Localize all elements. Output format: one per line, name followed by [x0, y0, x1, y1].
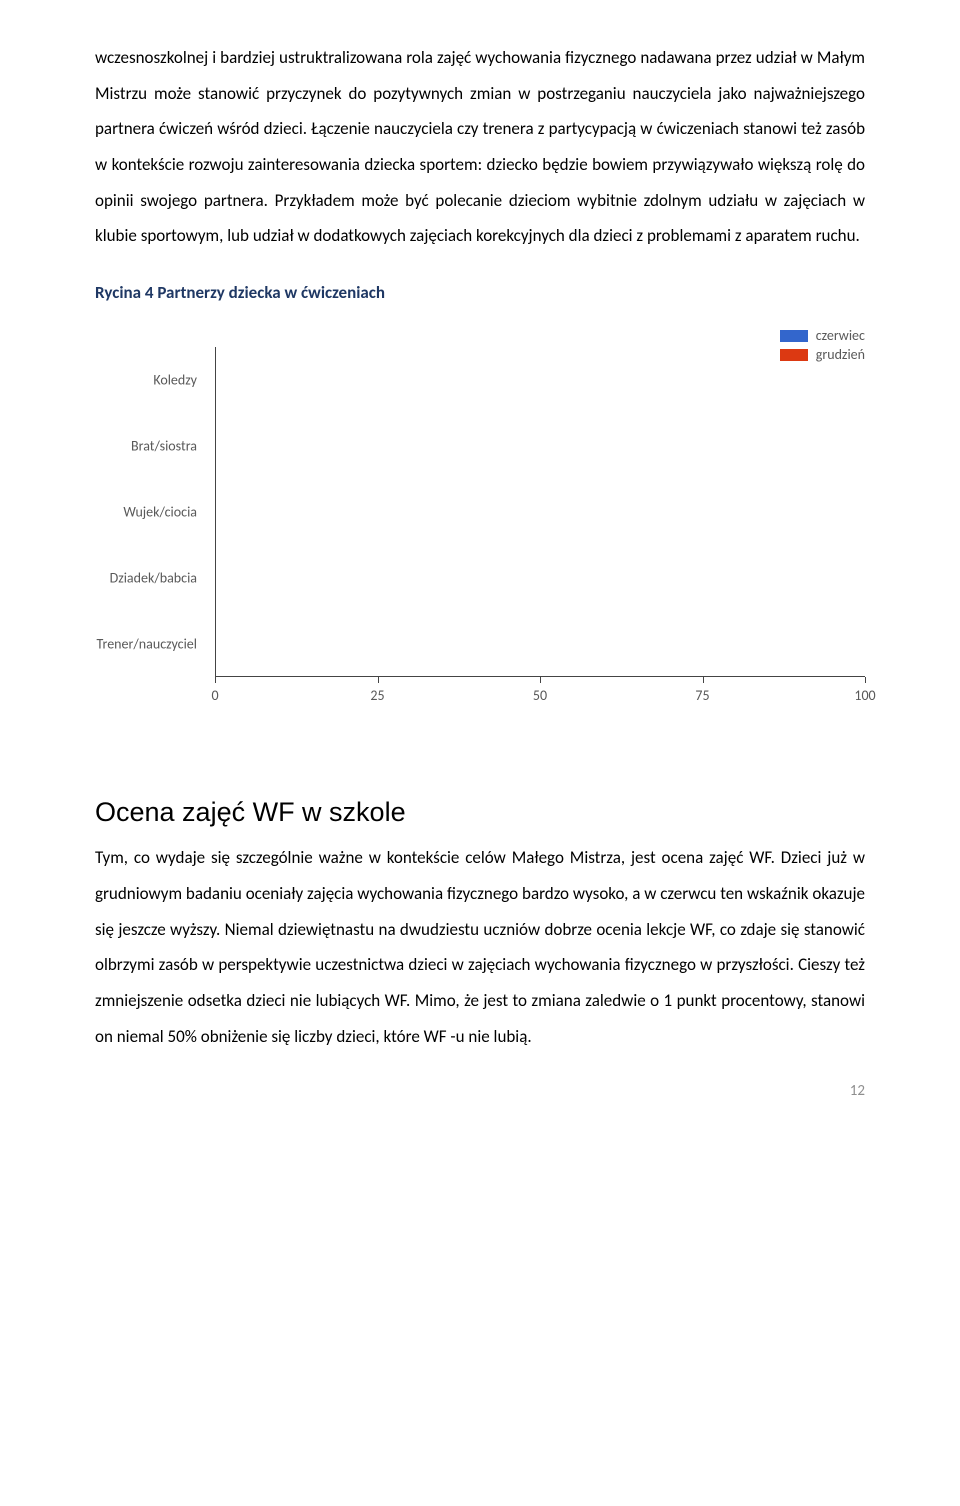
legend-label: czerwiec — [816, 327, 865, 344]
x-axis-label: 0 — [211, 687, 218, 704]
section-heading-ocena: Ocena zajęć WF w szkole — [95, 797, 865, 828]
figure-title: Rycina 4 Partnerzy dziecka w ćwiczeniach — [95, 282, 865, 303]
x-axis-label: 50 — [533, 687, 547, 704]
paragraph-intro: wczesnoszkolnej i bardziej ustruktralizo… — [95, 40, 865, 254]
x-axis-label: 100 — [854, 687, 875, 704]
x-axis-label: 25 — [370, 687, 384, 704]
y-axis-label: Brat/siostra — [131, 438, 197, 455]
y-axis-labels: Koledzy Brat/siostra Wujek/ciocia Dziadek/b… — [95, 347, 205, 677]
page-number: 12 — [95, 1082, 865, 1100]
x-axis-tick — [215, 677, 216, 683]
legend-item: czerwiec — [780, 327, 865, 344]
x-axis-tick — [703, 677, 704, 683]
paragraph-ocena: Tym, co wydaje się szczególnie ważne w k… — [95, 840, 865, 1054]
y-axis-label: Wujek/ciocia — [123, 504, 197, 521]
x-axis-tick — [378, 677, 379, 683]
partners-chart: czerwiecgrudzień KoledzyBrat/siostraWuje… — [95, 327, 865, 707]
x-axis-label: 75 — [695, 687, 709, 704]
x-axis-labels: 0255075100 — [215, 683, 865, 707]
y-axis-label: Trener/nauczyciel — [97, 636, 197, 653]
legend-swatch — [780, 330, 808, 342]
x-axis-tick — [865, 677, 866, 683]
chart-plot-area — [215, 347, 865, 677]
x-axis-tick — [540, 677, 541, 683]
y-axis-label: Dziadek/babcia — [110, 570, 197, 587]
y-axis-label: Koledzy — [153, 372, 197, 389]
